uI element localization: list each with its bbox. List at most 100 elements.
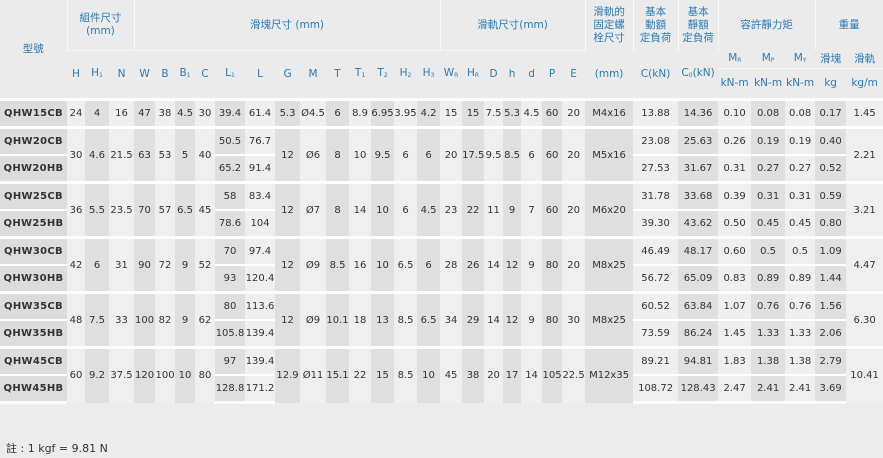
- cell-d: 9.5: [484, 126, 504, 183]
- cell-c0: 48.17: [678, 236, 719, 265]
- cell-h1: 6: [85, 236, 109, 293]
- model-cell: QHW45CB: [0, 346, 67, 375]
- dimension-col-header: B1: [175, 50, 196, 100]
- cell-b: 38: [155, 98, 176, 128]
- cell-n: 31: [109, 236, 135, 293]
- cell-t1: 18: [349, 291, 372, 348]
- dimension-col-header: M: [300, 50, 327, 100]
- symbol: H: [422, 67, 431, 79]
- cell-h3: 6.5: [417, 291, 441, 348]
- cell-n: 23.5: [109, 181, 135, 238]
- table-row: QHW25CB 36 5.5 23.5 70 57 6.5 45 58 83.4 12 Ø7 8 14 10…: [0, 181, 883, 238]
- cell-mp: 0.45: [751, 209, 786, 238]
- cell-hr: 15: [462, 98, 485, 128]
- cell-w: 120: [134, 346, 156, 403]
- cell-mr: 0.60: [718, 236, 752, 265]
- cell-mp: 0.5: [751, 236, 786, 265]
- cell-p: 80: [542, 236, 563, 293]
- cell-mp: 1.33: [751, 319, 786, 348]
- cell-d: 4.5: [521, 98, 543, 128]
- cell-t2: 10: [371, 181, 395, 238]
- cell-m: Ø11: [300, 346, 327, 403]
- cell-b: 72: [155, 236, 176, 293]
- cell-l: 76.7: [245, 126, 276, 155]
- model-cell: QHW25HB: [0, 209, 67, 238]
- static-load-rating-header: 基本 靜額 定負荷: [677, 0, 719, 51]
- cell-g: 12.9: [275, 346, 301, 403]
- cell-cdyn: 13.88: [633, 98, 679, 128]
- cell-mr: 0.31: [718, 154, 752, 183]
- cell-h1: 5.5: [85, 181, 109, 238]
- table-row: QHW45HB 128.8 171.2 108.72 128.43 2.47 2.41 2.4…: [0, 374, 883, 404]
- cell-l1: 70: [215, 236, 246, 265]
- cell-wr: 23: [440, 181, 463, 238]
- assembly-dimensions-header: 組件尺寸 (mm): [66, 0, 135, 51]
- cell-e: 20: [562, 126, 586, 183]
- cell-l: 120.4: [245, 264, 276, 293]
- cell-c0: 25.63: [678, 126, 719, 155]
- symbol: H: [72, 68, 80, 80]
- model-cell: QHW30CB: [0, 236, 67, 265]
- subscript: R: [474, 72, 480, 79]
- cell-d: 20: [484, 346, 504, 403]
- cell-l1: 39.4: [215, 98, 246, 128]
- dimension-col-header: T: [326, 50, 350, 100]
- cell-l1: 58: [215, 181, 246, 210]
- cell-b: 57: [155, 181, 176, 238]
- cell-l: 171.2: [245, 374, 276, 404]
- cell-c: 80: [195, 346, 216, 403]
- cell-c0: 43.62: [678, 209, 719, 238]
- cell-cdyn: 23.08: [633, 126, 679, 155]
- cell-wr: 15: [440, 98, 463, 128]
- cell-mr: 0.10: [718, 98, 752, 128]
- cell-wr: 34: [440, 291, 463, 348]
- cell-h3: 4.5: [417, 181, 441, 238]
- cell-b: 82: [155, 291, 176, 348]
- cell-h1: 9.2: [85, 346, 109, 403]
- symbol: T: [354, 67, 362, 79]
- cell-mp: 0.19: [751, 126, 786, 155]
- cell-cdyn: 60.52: [633, 291, 679, 320]
- cell-rail-kg: 3.21: [846, 181, 883, 238]
- cell-my: 0.45: [785, 209, 816, 238]
- cell-e: 20: [562, 181, 586, 238]
- subscript: 2: [407, 72, 412, 79]
- cell-t: 15.1: [326, 346, 350, 403]
- dimension-col-header: G: [275, 50, 301, 100]
- cell-e: 20: [562, 236, 586, 293]
- cell-t1: 14: [349, 181, 372, 238]
- cell-b1: 5: [175, 126, 196, 183]
- cell-cdyn: 31.78: [633, 181, 679, 210]
- cell-h: 17: [503, 346, 522, 403]
- table-row: QHW35HB 105.8 139.4 73.59 86.24 1.45 1.33 1.33 2…: [0, 319, 883, 348]
- cell-block-kg: 0.17: [815, 98, 847, 128]
- cell-c: 40: [195, 126, 216, 183]
- cell-l: 97.4: [245, 236, 276, 265]
- cell-h: 60: [67, 346, 85, 403]
- cell-block-kg: 1.56: [815, 291, 847, 320]
- weight-header: 重量: [814, 0, 883, 50]
- dimension-col-header: P: [542, 50, 563, 100]
- model-cell: QHW35CB: [0, 291, 67, 320]
- dimension-col-header: WR: [440, 50, 463, 100]
- footnote: 註 : 1 kgf = 9.81 N: [6, 442, 108, 455]
- rail-dimensions-header: 滑軌尺寸(mm): [439, 0, 586, 51]
- table-header: 型號 組件尺寸 (mm) 滑塊尺寸 (mm) 滑軌尺寸(mm) 滑軌的 固定螺 栓尺寸 基本 動額…: [0, 0, 883, 100]
- moment-unit-header: kN-m: [785, 68, 816, 100]
- cell-h: 48: [67, 291, 85, 348]
- dimension-col-header: HR: [462, 50, 485, 100]
- cell-h2: 6: [394, 181, 418, 238]
- cell-h3: 10: [417, 346, 441, 403]
- cell-l: 113.6: [245, 291, 276, 320]
- subscript: 2: [383, 72, 388, 79]
- cell-l1: 78.6: [215, 209, 246, 238]
- symbol: M: [793, 51, 803, 64]
- cell-n: 16: [109, 98, 135, 128]
- cell-block-kg: 0.80: [815, 209, 847, 238]
- cell-b1: 9: [175, 291, 196, 348]
- dynamic-unit-header: C(kN): [633, 50, 679, 100]
- cell-g: 12: [275, 236, 301, 293]
- symbol: D: [489, 68, 498, 80]
- cell-cdyn: 27.53: [633, 154, 679, 183]
- rail-bolt-size-header: 滑軌的 固定螺 栓尺寸: [584, 0, 634, 51]
